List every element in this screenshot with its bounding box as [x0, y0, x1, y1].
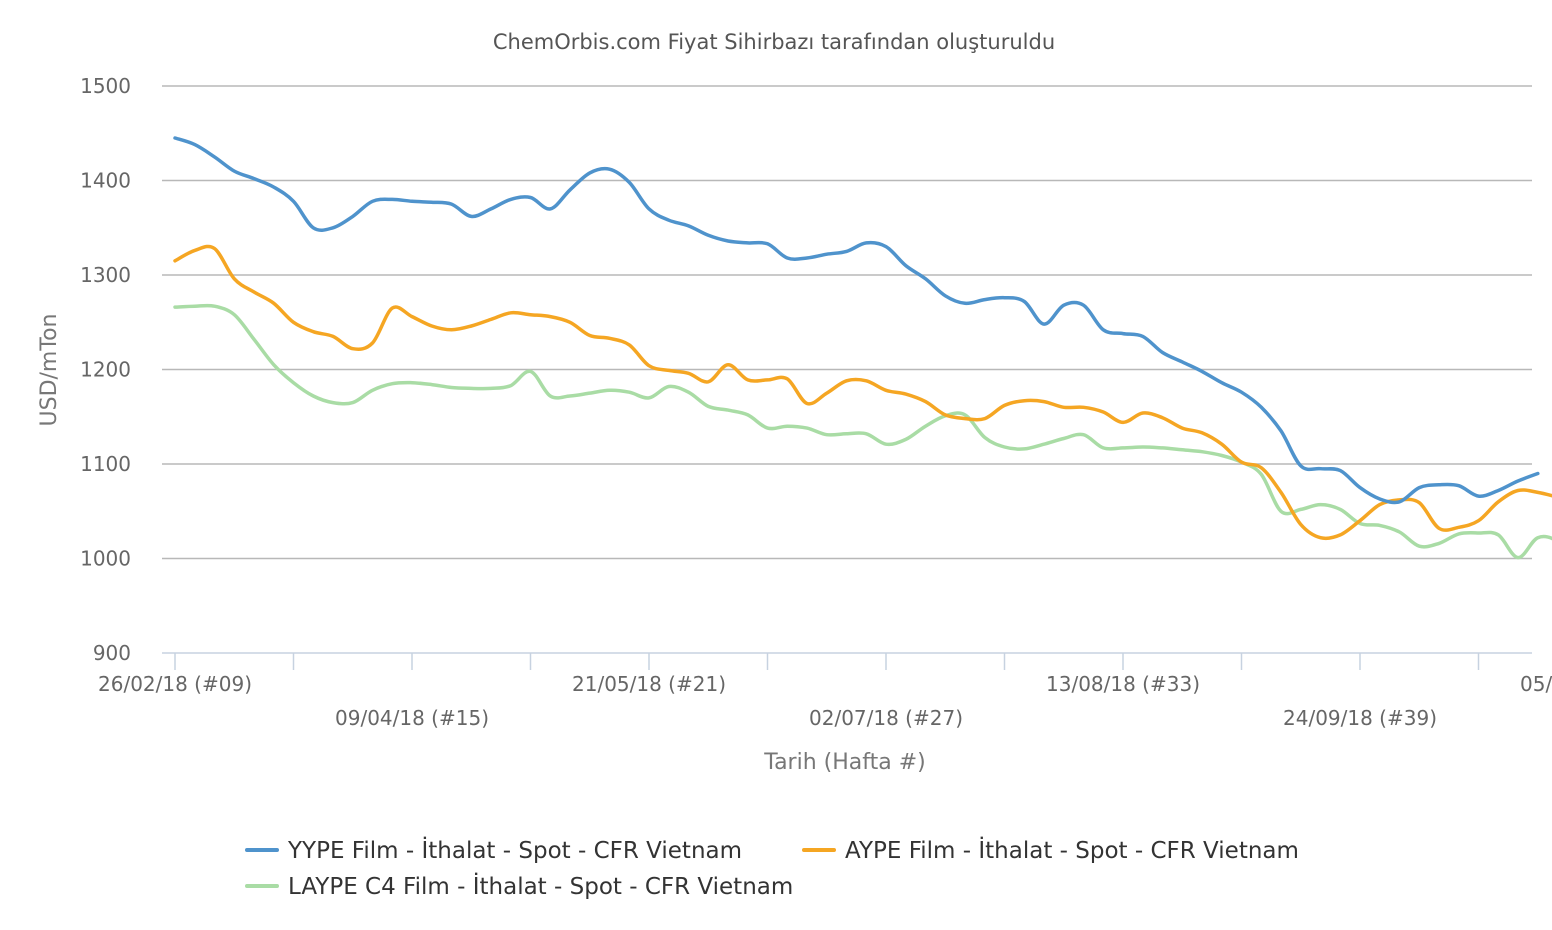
y-tick-label: 1100 — [80, 452, 131, 476]
x-tick-label: 09/04/18 (#15) — [335, 706, 489, 730]
y-tick-label: 1400 — [80, 169, 131, 193]
legend-item-2[interactable]: AYPE Film - İthalat - Spot - CFR Vietnam — [802, 836, 1299, 864]
series-line-3-segment-1 — [173, 303, 1552, 560]
legend: YYPE Film - İthalat - Spot - CFR Vietnam… — [245, 836, 1299, 900]
y-tick-label: 1200 — [80, 358, 131, 382]
chart-title: ChemOrbis.com Fiyat Sihirbazı tarafından… — [493, 30, 1055, 54]
x-tick-label: 21/05/18 (#21) — [572, 672, 726, 696]
gridlines — [162, 85, 1532, 560]
x-axis-title: Tarih (Hafta #) — [763, 750, 925, 775]
y-tick-label: 1300 — [80, 263, 131, 287]
legend-label: LAYPE C4 Film - İthalat - Spot - CFR Vie… — [288, 872, 793, 900]
series-line-1-segment-1 — [173, 136, 1540, 505]
series-line-2-segment-1 — [173, 244, 1552, 541]
legend-label: AYPE Film - İthalat - Spot - CFR Vietnam — [845, 836, 1299, 864]
legend-item-3[interactable]: LAYPE C4 Film - İthalat - Spot - CFR Vie… — [245, 872, 793, 900]
x-tick-label: 05/11/18 (#45) — [1520, 672, 1552, 696]
y-axis-title: USD/mTon — [37, 314, 62, 427]
legend-label: YYPE Film - İthalat - Spot - CFR Vietnam — [287, 836, 742, 864]
legend-item-1[interactable]: YYPE Film - İthalat - Spot - CFR Vietnam — [245, 836, 742, 864]
x-tick-label: 24/09/18 (#39) — [1283, 706, 1437, 730]
x-tick-label: 26/02/18 (#09) — [98, 672, 252, 696]
x-tick-label: 13/08/18 (#33) — [1046, 672, 1200, 696]
x-axis-ticks: 26/02/18 (#09) 09/04/18 (#15) 21/05/18 (#2… — [98, 653, 1552, 730]
x-tick-label: 02/07/18 (#27) — [809, 706, 963, 730]
series-lines — [173, 136, 1552, 560]
y-tick-label: 900 — [93, 641, 131, 665]
y-tick-label: 1500 — [80, 74, 131, 98]
y-tick-label: 1000 — [80, 547, 131, 571]
y-axis-ticks: 900 1000 1100 1200 1300 1400 1500 — [80, 74, 131, 665]
